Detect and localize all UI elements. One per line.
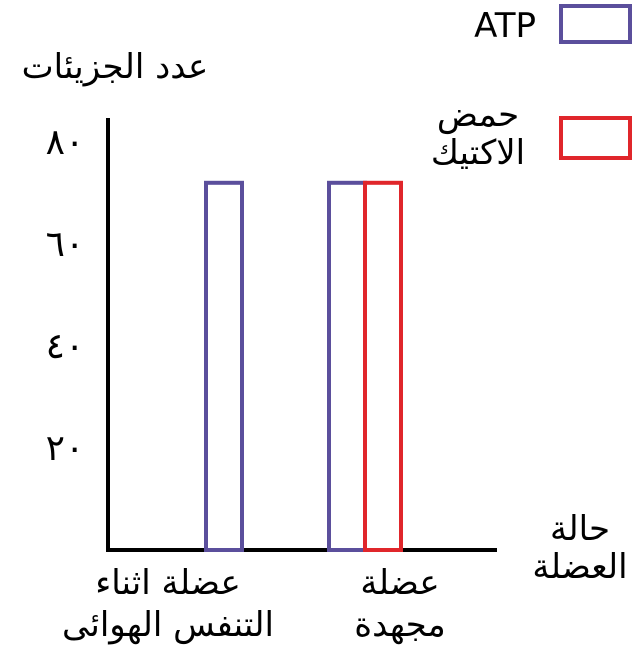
bar-atp-cat1 bbox=[327, 180, 367, 553]
bar-atp-cat0 bbox=[204, 180, 244, 553]
legend-label-lactic-acid: الاكتيك bbox=[431, 133, 525, 173]
x-category-label: التنفس الهوائى bbox=[62, 605, 274, 645]
bar-lactic-acid-cat1 bbox=[363, 180, 403, 553]
y-tick-label: ٢٠ bbox=[46, 428, 85, 469]
legend-swatch-lactic-acid bbox=[559, 116, 632, 160]
axes bbox=[106, 118, 497, 552]
y-tick-label: ٤٠ bbox=[46, 326, 85, 367]
legend-swatch-atp bbox=[559, 4, 632, 44]
x-axis-label: حالة bbox=[550, 509, 610, 549]
x-category-label: مجهدة bbox=[354, 605, 446, 645]
y-tick-label: ٦٠ bbox=[46, 224, 85, 265]
y-tick-label: ٨٠ bbox=[46, 122, 85, 163]
y-axis-label: عدد الجزيئات bbox=[22, 47, 209, 87]
legend-label-atp: ATP bbox=[474, 6, 536, 46]
x-category-label: عضلة bbox=[360, 563, 439, 603]
legend-label-lactic-acid: حمض bbox=[437, 95, 519, 135]
x-category-label: عضلة اثناء bbox=[95, 563, 241, 603]
bars bbox=[204, 180, 403, 553]
x-axis-label: العضلة bbox=[532, 547, 627, 587]
